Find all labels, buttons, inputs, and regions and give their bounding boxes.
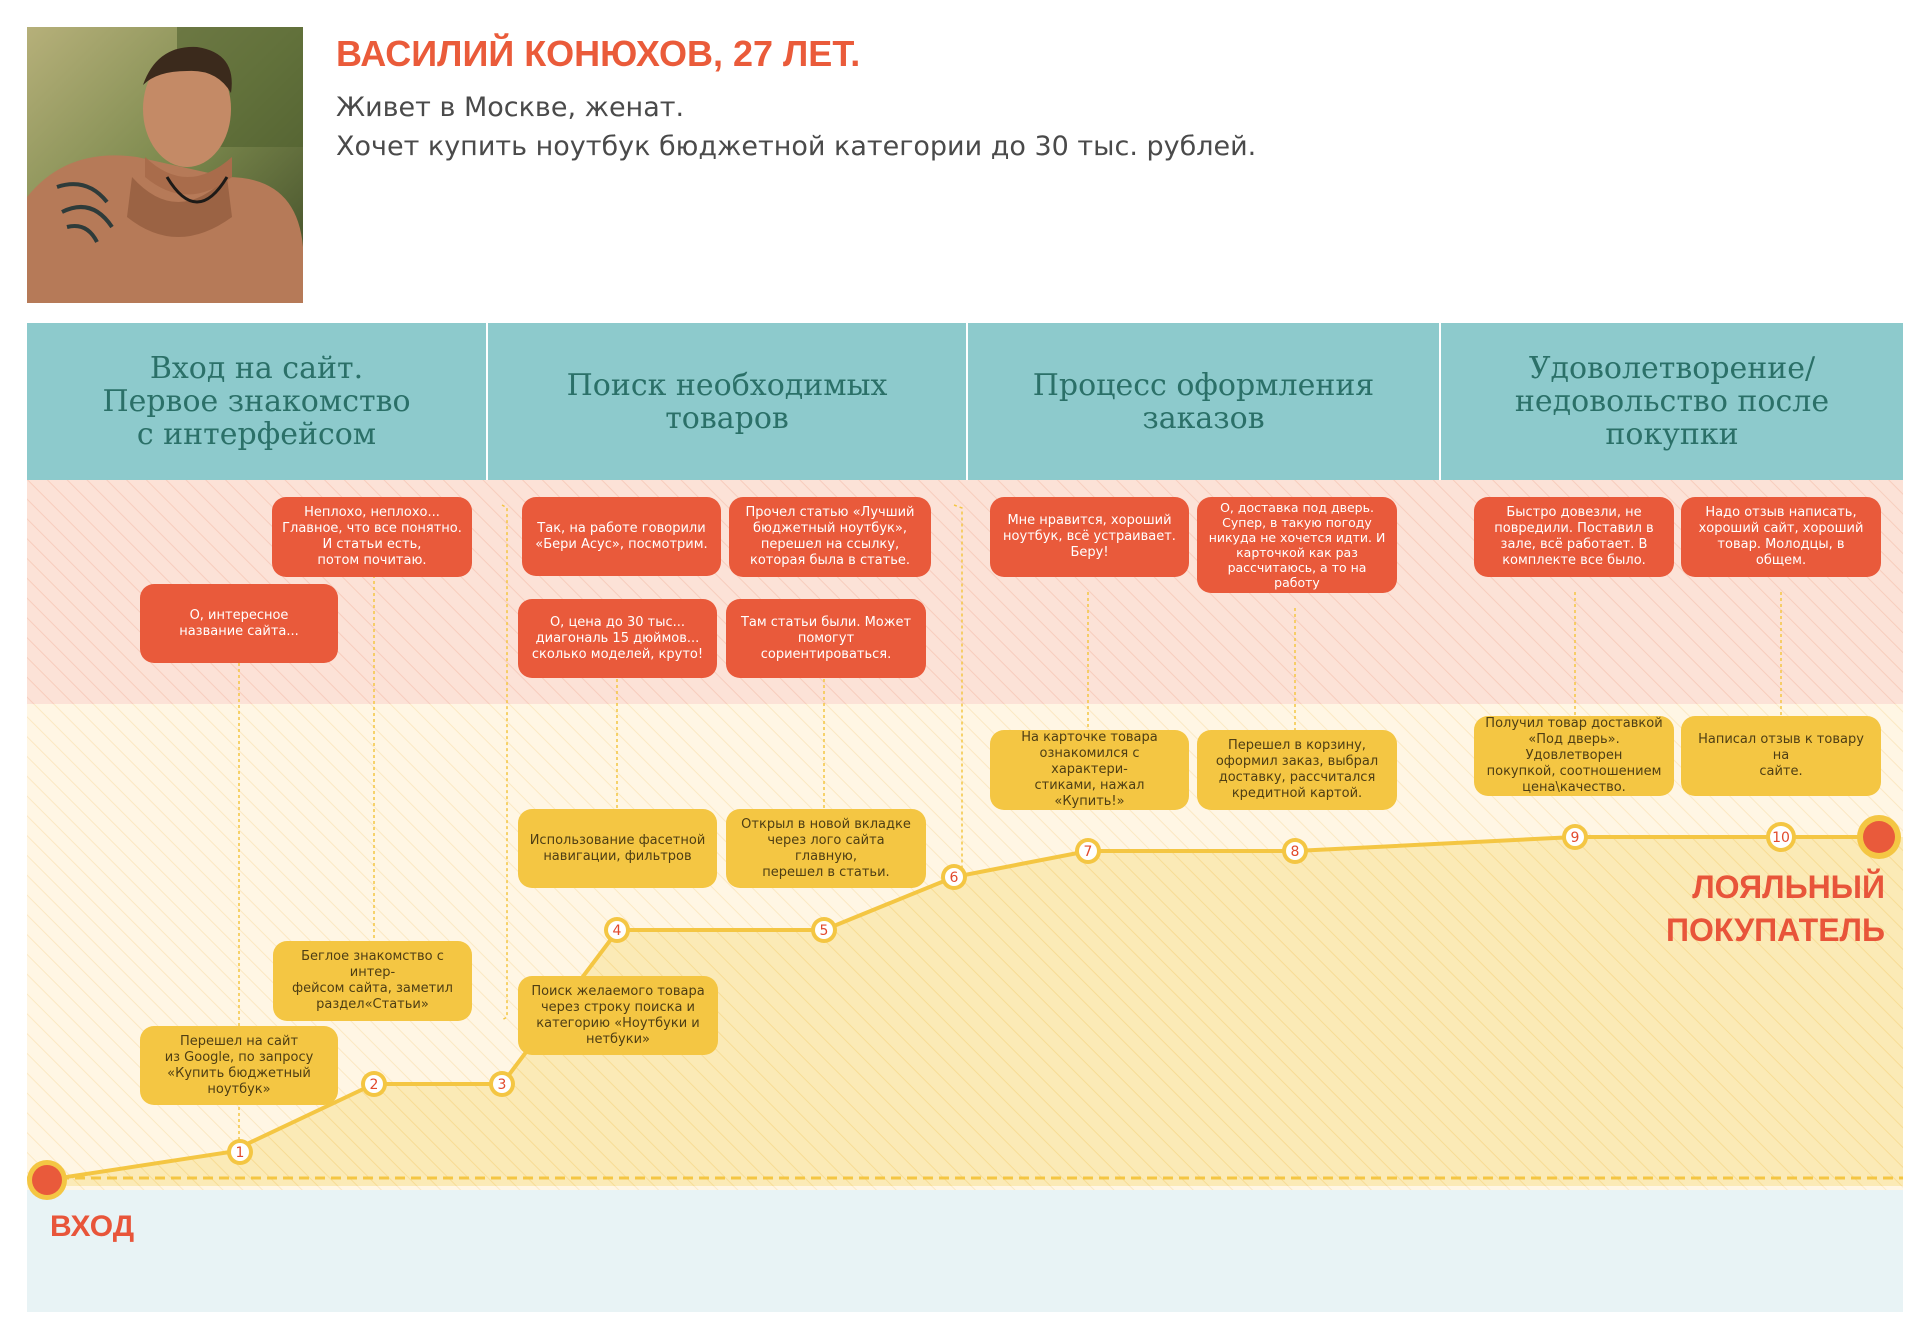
journey-node: 10 bbox=[1766, 822, 1796, 852]
action-bubble: Написал отзыв к товару на сайте. bbox=[1681, 716, 1881, 796]
stage-title: Процесс оформления заказов bbox=[1032, 367, 1375, 436]
stage-header-search: Поиск необходимых товаров bbox=[488, 323, 966, 480]
stage-header-checkout: Процесс оформления заказов bbox=[968, 323, 1439, 480]
emotion-bubble: Неплохо, неплохо... Главное, что все пон… bbox=[272, 497, 472, 577]
action-bubble: Беглое знакомство с интер- фейсом сайта,… bbox=[273, 941, 472, 1021]
svg-text:2: 2 bbox=[370, 1077, 379, 1093]
emotion-bubble: О, цена до 30 тыс... диагональ 15 дюймов… bbox=[518, 599, 717, 678]
persona-photo-image bbox=[27, 27, 303, 303]
emotion-bubble: Мне нравится, хороший ноутбук, всё устра… bbox=[990, 497, 1189, 577]
svg-text:8: 8 bbox=[1291, 844, 1300, 860]
persona-goal: Хочет купить ноутбук бюджетной категории… bbox=[336, 131, 1257, 162]
journey-node: 6 bbox=[941, 864, 967, 890]
svg-text:6: 6 bbox=[950, 870, 959, 886]
stage-title: Поиск необходимых товаров bbox=[566, 367, 888, 436]
persona-name: ВАСИЛИЙ КОНЮХОВ, 27 ЛЕТ. bbox=[336, 33, 861, 74]
entry-label: ВХОД bbox=[50, 1210, 135, 1243]
entry-dot-inner bbox=[32, 1165, 62, 1195]
loyal-dot-inner bbox=[1863, 821, 1895, 853]
journey-node: 9 bbox=[1562, 824, 1588, 850]
persona-location: Живет в Москве, женат. bbox=[336, 92, 685, 123]
action-bubble: Поиск желаемого товара через строку поис… bbox=[518, 976, 718, 1055]
baseline-zone bbox=[27, 1190, 1903, 1312]
emotion-bubble: Быстро довезли, не повредили. Поставил в… bbox=[1474, 497, 1674, 577]
svg-text:5: 5 bbox=[820, 923, 829, 939]
journey-node: 3 bbox=[489, 1071, 515, 1097]
emotion-bubble: О, интересное название сайта... bbox=[140, 584, 338, 663]
journey-node: 4 bbox=[604, 917, 630, 943]
action-bubble: Перешел в корзину, оформил заказ, выбрал… bbox=[1197, 730, 1397, 810]
emotion-bubble: О, доставка под дверь. Супер, в такую по… bbox=[1197, 497, 1397, 593]
loyal-customer-label: ЛОЯЛЬНЫЙ ПОКУПАТЕЛЬ bbox=[1666, 869, 1885, 948]
journey-nodes: 1 2 3 4 5 6 7 8 9 10 bbox=[227, 822, 1796, 1165]
stage-title: Удоволетворение/ недовольство после поку… bbox=[1514, 351, 1830, 452]
stage-header-satisfaction: Удоволетворение/ недовольство после поку… bbox=[1441, 323, 1903, 480]
action-bubble: Перешел на сайт из Google, по запросу «К… bbox=[140, 1026, 338, 1105]
emotion-bubble: Прочел статью «Лучший бюджетный ноутбук»… bbox=[729, 497, 931, 577]
action-bubble: Открыл в новой вкладке через лого сайта … bbox=[726, 809, 926, 888]
journey-node: 1 bbox=[227, 1139, 253, 1165]
journey-area bbox=[27, 837, 1903, 1186]
journey-node: 5 bbox=[811, 917, 837, 943]
emotion-bubble: Там статьи были. Может помогут сориентир… bbox=[726, 599, 926, 678]
svg-text:10: 10 bbox=[1772, 830, 1790, 846]
journey-node: 8 bbox=[1282, 838, 1308, 864]
emotion-bubble: Так, на работе говорили «Бери Асус», пос… bbox=[522, 497, 721, 576]
svg-text:7: 7 bbox=[1084, 844, 1093, 860]
svg-text:9: 9 bbox=[1571, 830, 1580, 846]
action-bubble: На карточке товара ознакомился с характе… bbox=[990, 730, 1189, 810]
svg-text:4: 4 bbox=[613, 923, 622, 939]
action-bubble: Получил товар доставкой «Под дверь». Удо… bbox=[1474, 716, 1674, 796]
journey-line bbox=[46, 835, 1877, 1182]
svg-text:1: 1 bbox=[236, 1145, 245, 1161]
svg-text:3: 3 bbox=[498, 1077, 507, 1093]
action-bubble: Использование фасетной навигации, фильтр… bbox=[518, 809, 717, 888]
journey-node: 2 bbox=[361, 1071, 387, 1097]
stage-title: Вход на сайт. Первое знакомство с интерф… bbox=[102, 351, 411, 452]
emotion-bubble: Надо отзыв написать, хороший сайт, хорош… bbox=[1681, 497, 1881, 577]
stage-header-entry: Вход на сайт. Первое знакомство с интерф… bbox=[27, 323, 486, 480]
persona-photo bbox=[27, 27, 303, 303]
journey-node: 7 bbox=[1075, 838, 1101, 864]
